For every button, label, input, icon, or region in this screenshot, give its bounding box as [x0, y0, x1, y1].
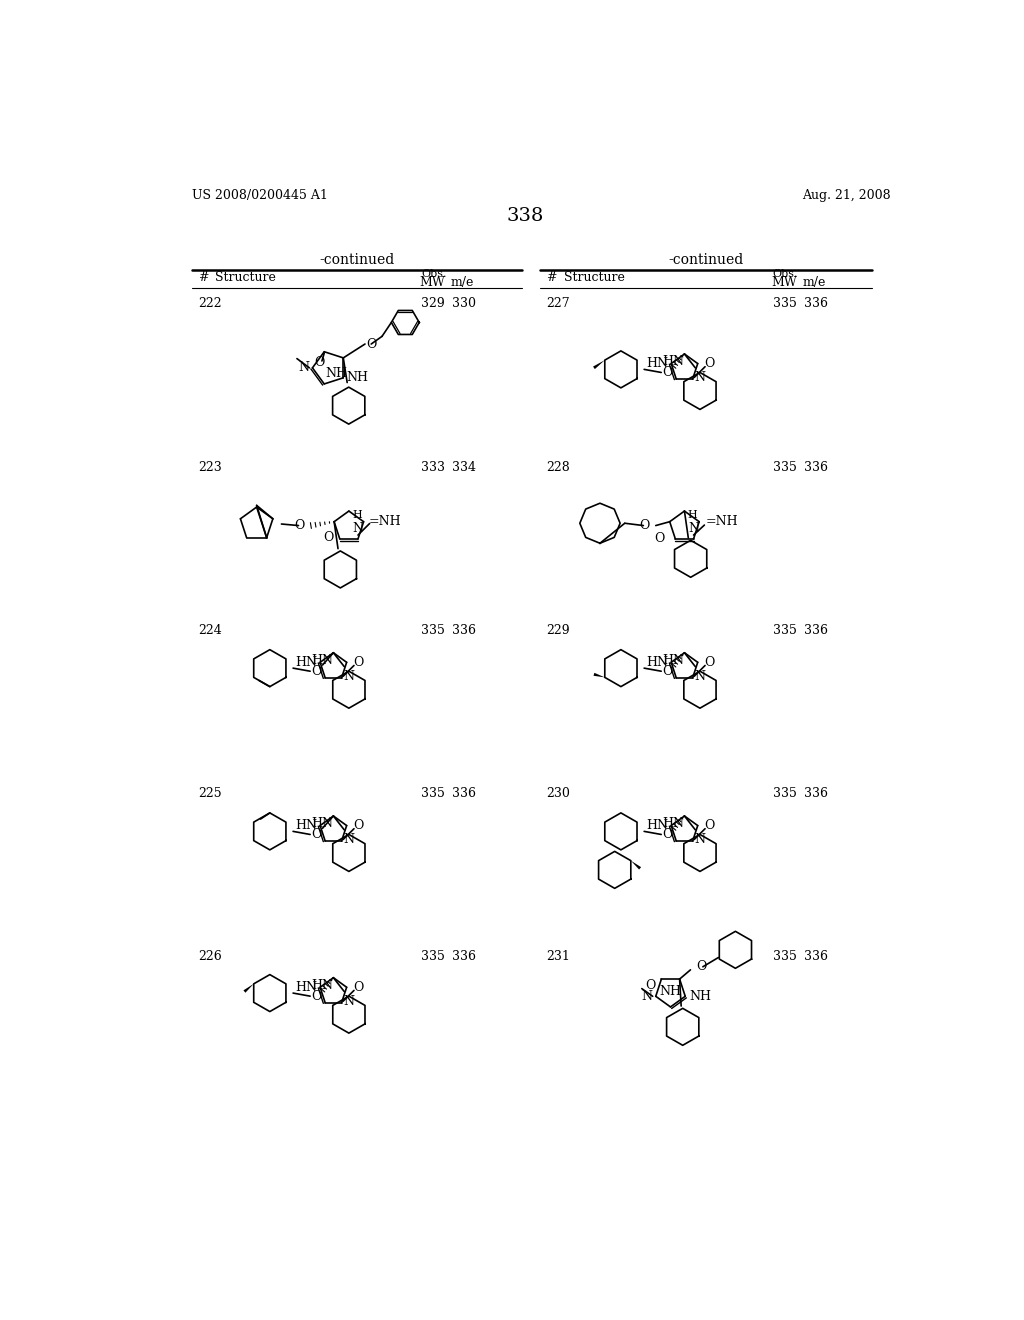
- Text: 336: 336: [804, 787, 827, 800]
- Text: 336: 336: [804, 624, 827, 638]
- Text: HN: HN: [646, 656, 668, 669]
- Text: O: O: [311, 665, 322, 677]
- Text: O: O: [696, 960, 707, 973]
- Text: #: #: [198, 271, 208, 284]
- Text: 335: 335: [421, 950, 444, 964]
- Text: O: O: [311, 828, 322, 841]
- Text: 227: 227: [547, 297, 570, 310]
- Text: 229: 229: [547, 624, 570, 638]
- Text: O: O: [663, 366, 673, 379]
- Text: N: N: [343, 833, 354, 846]
- Text: 335: 335: [773, 787, 797, 800]
- Text: HN: HN: [663, 653, 684, 667]
- Text: 336: 336: [804, 461, 827, 474]
- Text: MW: MW: [420, 276, 445, 289]
- Text: HN: HN: [646, 356, 668, 370]
- Text: O: O: [703, 656, 715, 669]
- Polygon shape: [631, 861, 641, 870]
- Text: m/e: m/e: [451, 276, 474, 289]
- Text: O: O: [703, 356, 715, 370]
- Text: N: N: [343, 669, 354, 682]
- Text: 336: 336: [804, 950, 827, 964]
- Text: NH: NH: [659, 985, 682, 998]
- Text: N: N: [352, 523, 364, 535]
- Text: HN: HN: [646, 818, 668, 832]
- Text: Obs.: Obs.: [773, 269, 799, 279]
- Text: O: O: [314, 356, 325, 370]
- Text: N: N: [694, 371, 706, 384]
- Text: O: O: [294, 519, 305, 532]
- Text: HN: HN: [311, 653, 333, 667]
- Text: H: H: [687, 510, 697, 520]
- Text: O: O: [367, 338, 377, 351]
- Text: HN: HN: [295, 818, 317, 832]
- Text: O: O: [645, 978, 655, 991]
- Text: N: N: [642, 990, 652, 1003]
- Polygon shape: [594, 673, 605, 677]
- Text: =NH: =NH: [369, 515, 400, 528]
- Text: 336: 336: [452, 624, 476, 638]
- Text: Aug. 21, 2008: Aug. 21, 2008: [802, 189, 891, 202]
- Text: 333: 333: [421, 461, 445, 474]
- Text: 336: 336: [804, 297, 827, 310]
- Text: 334: 334: [452, 461, 476, 474]
- Text: #: #: [547, 271, 557, 284]
- Text: 226: 226: [198, 950, 221, 964]
- Text: 335: 335: [773, 297, 797, 310]
- Text: O: O: [663, 828, 673, 841]
- Text: =NH: =NH: [706, 515, 738, 528]
- Text: 338: 338: [506, 207, 544, 226]
- Text: O: O: [353, 656, 364, 669]
- Text: O: O: [353, 818, 364, 832]
- Text: 335: 335: [773, 624, 797, 638]
- Text: 228: 228: [547, 461, 570, 474]
- Text: O: O: [353, 981, 364, 994]
- Text: 330: 330: [452, 297, 476, 310]
- Polygon shape: [593, 360, 605, 370]
- Text: 223: 223: [198, 461, 221, 474]
- Text: O: O: [311, 990, 322, 1003]
- Text: NH: NH: [346, 371, 369, 384]
- Text: HN: HN: [311, 979, 333, 991]
- Text: 230: 230: [547, 787, 570, 800]
- Text: MW: MW: [771, 276, 797, 289]
- Text: Obs.: Obs.: [421, 269, 446, 279]
- Text: HN: HN: [295, 981, 317, 994]
- Text: 335: 335: [773, 461, 797, 474]
- Text: US 2008/0200445 A1: US 2008/0200445 A1: [191, 189, 328, 202]
- Text: 335: 335: [421, 787, 444, 800]
- Text: Structure: Structure: [215, 271, 275, 284]
- Text: HN: HN: [295, 656, 317, 669]
- Text: 335: 335: [421, 624, 444, 638]
- Text: H: H: [352, 510, 361, 520]
- Text: O: O: [654, 532, 665, 545]
- Text: HN: HN: [663, 817, 684, 830]
- Text: -continued: -continued: [669, 253, 743, 267]
- Text: N: N: [688, 523, 699, 535]
- Text: 335: 335: [773, 950, 797, 964]
- Text: NH: NH: [689, 990, 711, 1003]
- Text: N: N: [694, 669, 706, 682]
- Text: HN: HN: [663, 355, 684, 368]
- Text: 225: 225: [198, 787, 221, 800]
- Text: HN: HN: [311, 817, 333, 830]
- Text: NH: NH: [326, 367, 348, 380]
- Text: -continued: -continued: [319, 253, 394, 267]
- Text: 222: 222: [198, 297, 221, 310]
- Text: O: O: [703, 818, 715, 832]
- Text: O: O: [639, 519, 649, 532]
- Text: 224: 224: [198, 624, 221, 638]
- Text: 336: 336: [452, 787, 476, 800]
- Text: Structure: Structure: [563, 271, 625, 284]
- Polygon shape: [244, 983, 254, 993]
- Text: 231: 231: [547, 950, 570, 964]
- Text: m/e: m/e: [802, 276, 825, 289]
- Text: O: O: [324, 531, 334, 544]
- Text: N: N: [298, 362, 309, 375]
- Text: N: N: [343, 995, 354, 1007]
- Text: 329: 329: [421, 297, 444, 310]
- Text: O: O: [663, 665, 673, 677]
- Text: N: N: [694, 833, 706, 846]
- Text: 336: 336: [452, 950, 476, 964]
